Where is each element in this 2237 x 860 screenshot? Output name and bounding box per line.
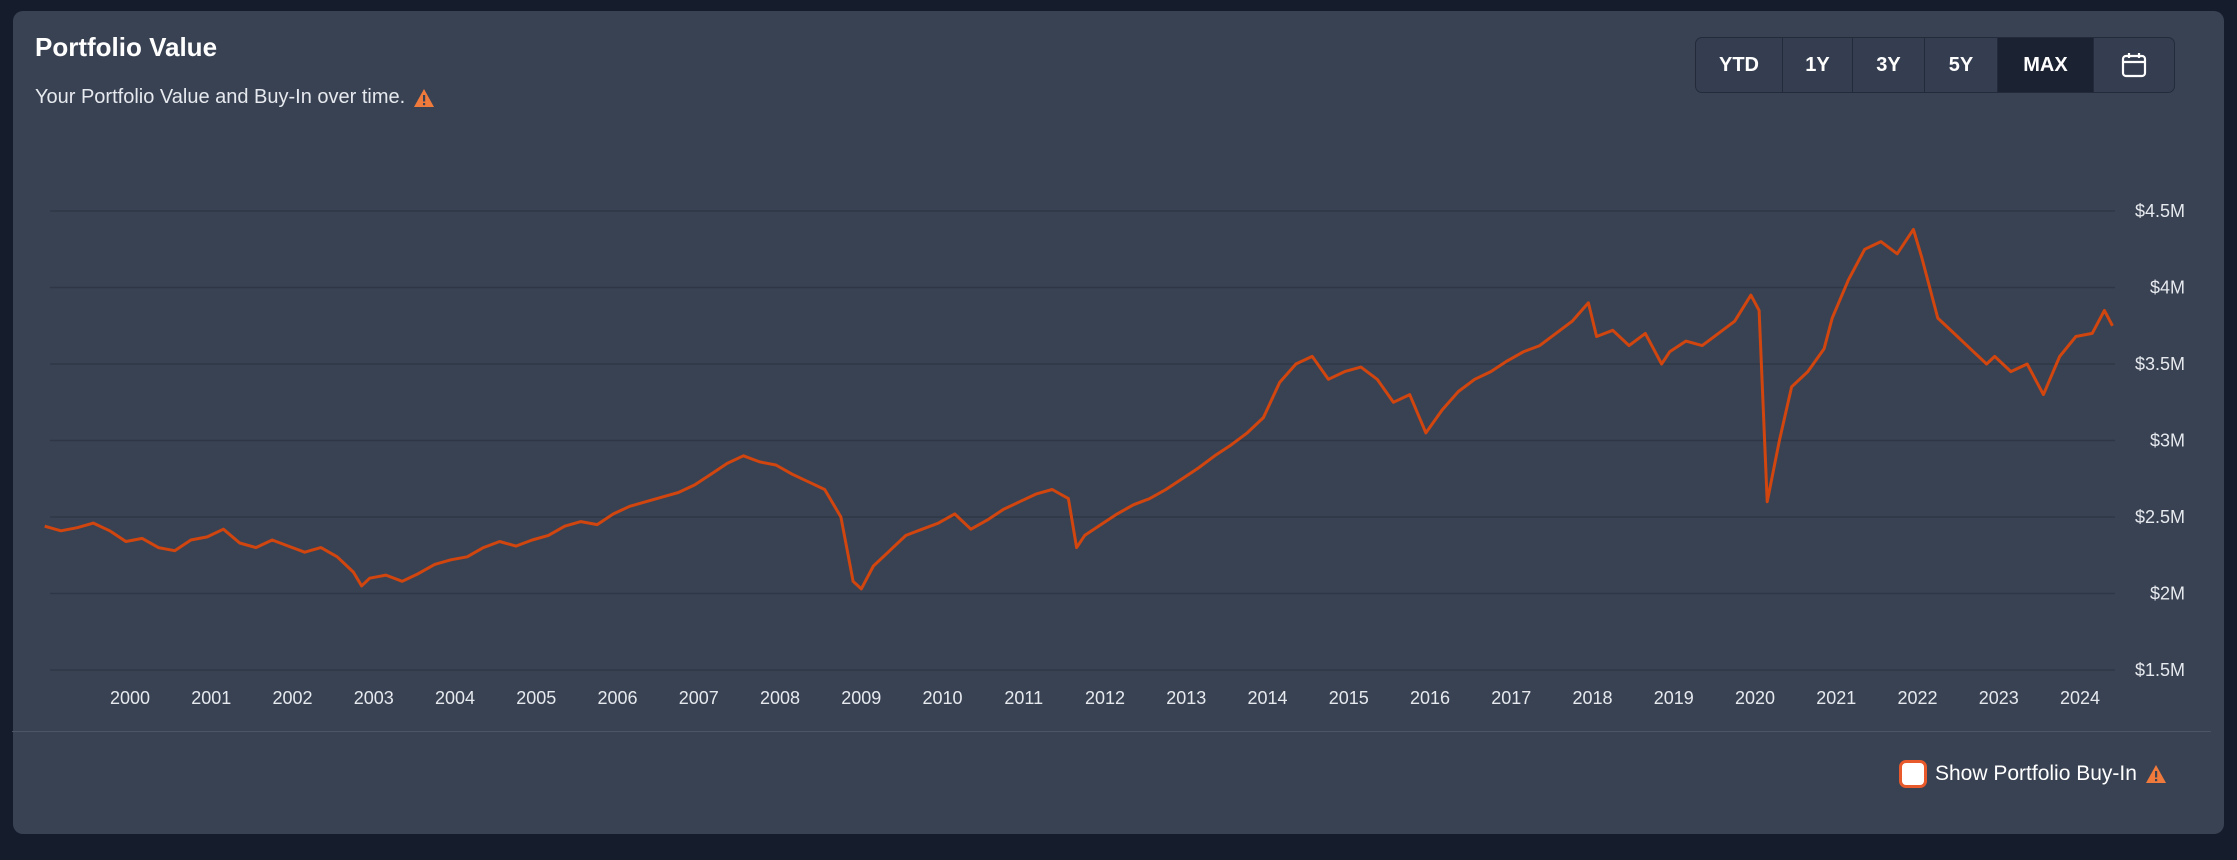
x-tick-label: 2004 — [435, 688, 475, 708]
x-tick-label: 2023 — [1979, 688, 2019, 708]
calendar-icon — [2121, 53, 2147, 78]
x-tick-label: 2015 — [1329, 688, 1369, 708]
range-button-max[interactable]: MAX — [1998, 38, 2094, 92]
range-selector: YTD 1Y 3Y 5Y MAX — [1695, 37, 2175, 93]
y-tick-label: $2M — [2150, 584, 2185, 604]
x-tick-label: 2017 — [1491, 688, 1531, 708]
x-tick-label: 2007 — [679, 688, 719, 708]
page-title: Portfolio Value — [35, 32, 218, 62]
subtitle: Your Portfolio Value and Buy-In over tim… — [35, 86, 435, 109]
x-axis-ticks: 2000 2001 2002 2003 2004 2005 2006 2007 2008 2009… — [110, 688, 2100, 708]
range-button-ytd[interactable]: YTD — [1696, 38, 1783, 92]
calendar-button[interactable] — [2094, 38, 2174, 92]
x-tick-label: 2002 — [272, 688, 312, 708]
x-tick-label: 2006 — [597, 688, 637, 708]
warning-icon[interactable] — [2145, 764, 2167, 784]
range-button-1y[interactable]: 1Y — [1783, 38, 1853, 92]
x-tick-label: 2019 — [1654, 688, 1694, 708]
x-tick-label: 2022 — [1897, 688, 1937, 708]
y-tick-label: $3M — [2150, 431, 2185, 451]
warning-icon[interactable] — [413, 88, 435, 108]
x-tick-label: 2024 — [2060, 688, 2100, 708]
x-tick-label: 2003 — [354, 688, 394, 708]
x-tick-label: 2018 — [1572, 688, 1612, 708]
y-tick-label: $3.5M — [2135, 354, 2185, 374]
y-axis-ticks: $1.5M $2M $2.5M $3M $3.5M $4M $4.5M — [2135, 201, 2185, 680]
y-tick-label: $2.5M — [2135, 507, 2185, 527]
range-button-5y[interactable]: 5Y — [1925, 38, 1998, 92]
x-tick-label: 2001 — [191, 688, 231, 708]
x-tick-label: 2010 — [922, 688, 962, 708]
x-tick-label: 2008 — [760, 688, 800, 708]
x-tick-label: 2014 — [1247, 688, 1287, 708]
x-tick-label: 2012 — [1085, 688, 1125, 708]
chart-grid — [50, 210, 2115, 671]
x-tick-label: 2021 — [1816, 688, 1856, 708]
divider — [12, 731, 2211, 732]
x-tick-label: 2005 — [516, 688, 556, 708]
show-buyin-checkbox[interactable] — [1899, 760, 1927, 788]
x-tick-label: 2013 — [1166, 688, 1206, 708]
show-buyin-label: Show Portfolio Buy-In — [1935, 762, 2137, 785]
show-buyin-toggle[interactable]: Show Portfolio Buy-In — [1899, 760, 2167, 788]
x-tick-label: 2020 — [1735, 688, 1775, 708]
y-tick-label: $4M — [2150, 278, 2185, 298]
y-tick-label: $1.5M — [2135, 660, 2185, 680]
x-tick-label: 2009 — [841, 688, 881, 708]
portfolio-value-line — [44, 227, 2114, 591]
x-tick-label: 2011 — [1004, 688, 1043, 708]
subtitle-text: Your Portfolio Value and Buy-In over tim… — [35, 86, 406, 108]
portfolio-value-card — [13, 11, 2224, 834]
range-button-3y[interactable]: 3Y — [1853, 38, 1925, 92]
x-tick-label: 2000 — [110, 688, 150, 708]
x-tick-label: 2016 — [1410, 688, 1450, 708]
y-tick-label: $4.5M — [2135, 201, 2185, 221]
